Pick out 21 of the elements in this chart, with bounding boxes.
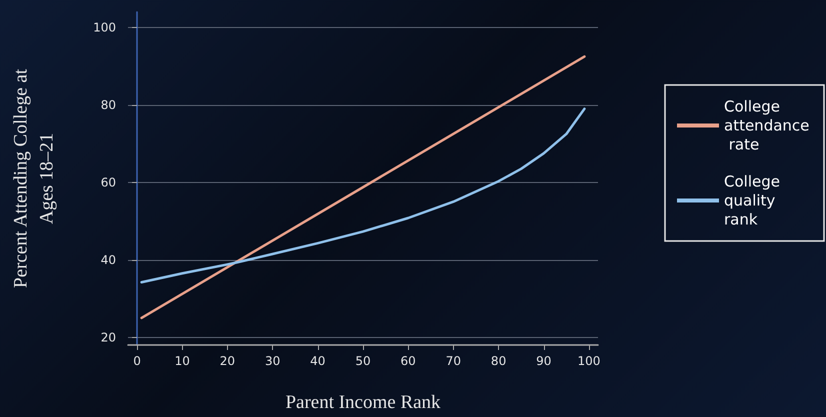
x-tick-label: 20	[220, 354, 236, 368]
y-tick-label: 60	[100, 175, 116, 190]
x-tick-label: 100	[578, 354, 600, 368]
x-tick-label: 50	[355, 354, 371, 368]
x-tick-label: 30	[264, 354, 280, 368]
y-tick-label: 40	[100, 252, 116, 267]
y-tick-label: 80	[100, 98, 116, 112]
x-axis-title: Parent Income Rank	[285, 392, 442, 413]
legend-label: College attendance rate	[724, 98, 810, 154]
x-tick-label: 40	[310, 354, 326, 368]
x-tick-label: 90	[536, 354, 552, 368]
line-series	[140, 108, 586, 284]
y-axis-title: Percent Attending College at Ages 18–21	[10, 68, 58, 288]
x-tick-label: 60	[400, 354, 416, 368]
legend-label: College quality rank	[724, 172, 785, 228]
x-tick-label: 0	[133, 354, 141, 368]
y-tick-label: 20	[100, 330, 116, 344]
y-tick-label: 100	[93, 20, 116, 34]
x-tick-label: 70	[446, 354, 462, 368]
x-tick-label: 80	[490, 354, 506, 368]
x-tick-label: 10	[174, 354, 190, 368]
